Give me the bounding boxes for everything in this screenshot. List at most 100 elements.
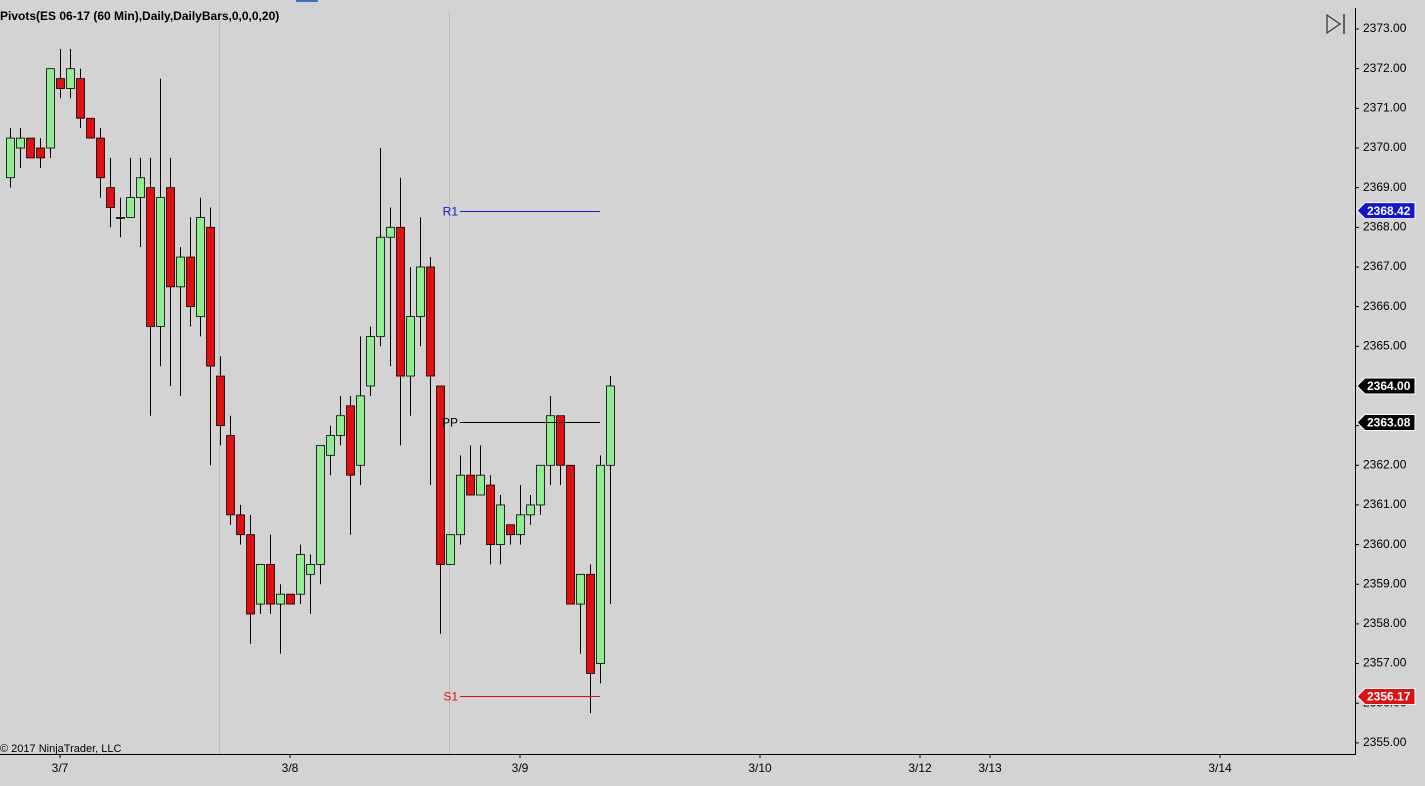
candle-body: [196, 217, 205, 317]
candle-body: [246, 534, 255, 615]
candle-body: [526, 504, 535, 516]
candle-body: [376, 236, 385, 337]
candle-body: [456, 474, 465, 536]
candle-body: [36, 147, 45, 159]
candle-body: [96, 137, 105, 179]
candle-body: [486, 484, 495, 545]
y-tick-label: 2358.00: [1363, 616, 1407, 630]
copyright: © 2017 NinjaTrader, LLC: [0, 743, 121, 755]
candle-body: [366, 335, 375, 387]
candle-body: [386, 226, 395, 238]
candle-body: [416, 266, 425, 317]
scroll-end-button[interactable]: [1326, 13, 1345, 35]
y-tick-label: 2370.00: [1363, 140, 1407, 154]
candle-body: [546, 415, 555, 466]
tab-indicator: [296, 0, 318, 2]
candle-body: [566, 464, 575, 605]
y-tick-label: 2355.00: [1363, 735, 1407, 749]
y-tick-label: 2372.00: [1363, 61, 1407, 75]
candle-body: [606, 385, 615, 466]
candle-body: [276, 593, 285, 605]
y-tick-label: 2361.00: [1363, 497, 1407, 511]
candle-body: [576, 573, 585, 605]
x-tick-label: 3/7: [52, 761, 69, 775]
candle-body: [66, 68, 75, 89]
y-tick-label: 2369.00: [1363, 180, 1407, 194]
x-tick-label: 3/10: [748, 761, 772, 775]
x-tick-label: 3/14: [1208, 761, 1232, 775]
y-tick-label: 2368.00: [1363, 219, 1407, 233]
candle-body: [176, 256, 185, 288]
y-tick-label: 2359.00: [1363, 576, 1407, 590]
candle-body: [86, 117, 95, 139]
candle-body: [256, 564, 265, 605]
candle-body: [326, 435, 335, 456]
candle-body: [336, 415, 345, 436]
candle-body: [76, 78, 85, 119]
y-tick-label: 2373.00: [1363, 21, 1407, 35]
candle-body: [126, 197, 135, 218]
x-tick-label: 3/8: [282, 761, 299, 775]
candle-body: [436, 385, 445, 565]
candle-body: [146, 187, 155, 327]
y-tick-label: 2371.00: [1363, 101, 1407, 115]
pivot-price-marker: [1356, 687, 1416, 705]
candle-body: [6, 137, 15, 179]
candle-body: [516, 514, 525, 536]
pivot-price-marker-label: 2368.42: [1367, 204, 1411, 218]
last-price-marker-label: 2364.00: [1367, 379, 1411, 393]
pivot-price-marker-label: 2363.08: [1367, 416, 1411, 430]
pivot-price-marker: [1356, 202, 1416, 220]
y-tick-label: 2360.00: [1363, 537, 1407, 551]
candle-body: [116, 217, 125, 219]
candle-body: [306, 564, 315, 575]
y-tick-label: 2366.00: [1363, 299, 1407, 313]
candle-body: [296, 554, 305, 595]
candle-body: [406, 316, 415, 377]
candle-body: [536, 464, 545, 506]
candle-body: [596, 464, 605, 664]
y-tick-label: 2357.00: [1363, 656, 1407, 670]
candle-body: [266, 564, 275, 605]
candle-body: [586, 573, 595, 674]
pivot-name: R1: [443, 205, 459, 219]
candle-body: [26, 137, 35, 159]
y-tick-label: 2362.00: [1363, 457, 1407, 471]
candle-body: [236, 514, 245, 536]
candle-body: [396, 226, 405, 377]
candle-body: [206, 226, 215, 367]
pivot-name: PP: [442, 416, 458, 430]
candle-body: [356, 395, 365, 466]
candle-body: [556, 415, 565, 466]
candle-body: [226, 435, 235, 516]
candle-body: [286, 593, 295, 605]
candle-body: [466, 474, 475, 496]
candle-body: [316, 445, 325, 565]
pivot-name: S1: [443, 690, 458, 704]
last-price-marker: [1356, 377, 1416, 395]
candle-body: [166, 187, 175, 288]
candle-body: [426, 266, 435, 377]
candle-body: [56, 78, 65, 89]
candle-body: [46, 68, 55, 149]
y-tick-label: 2367.00: [1363, 259, 1407, 273]
candle-body: [496, 504, 505, 545]
chart-title: Pivots(ES 06-17 (60 Min),Daily,DailyBars…: [0, 9, 279, 23]
candle-body: [106, 187, 115, 208]
candle-body: [346, 405, 355, 476]
candle-body: [156, 197, 165, 327]
candle-body: [136, 177, 145, 198]
y-tick-label: 2365.00: [1363, 338, 1407, 352]
candle-body: [446, 534, 455, 565]
candle-body: [476, 474, 485, 496]
candle-body: [16, 137, 25, 149]
candle-body: [216, 375, 225, 427]
x-tick-label: 3/13: [978, 761, 1002, 775]
candle-body: [506, 524, 515, 536]
x-tick-label: 3/9: [512, 761, 529, 775]
pivot-price-marker-label: 2356.17: [1367, 690, 1411, 704]
scroll-end-arrow[interactable]: [1326, 13, 1342, 35]
x-tick-label: 3/12: [908, 761, 932, 775]
